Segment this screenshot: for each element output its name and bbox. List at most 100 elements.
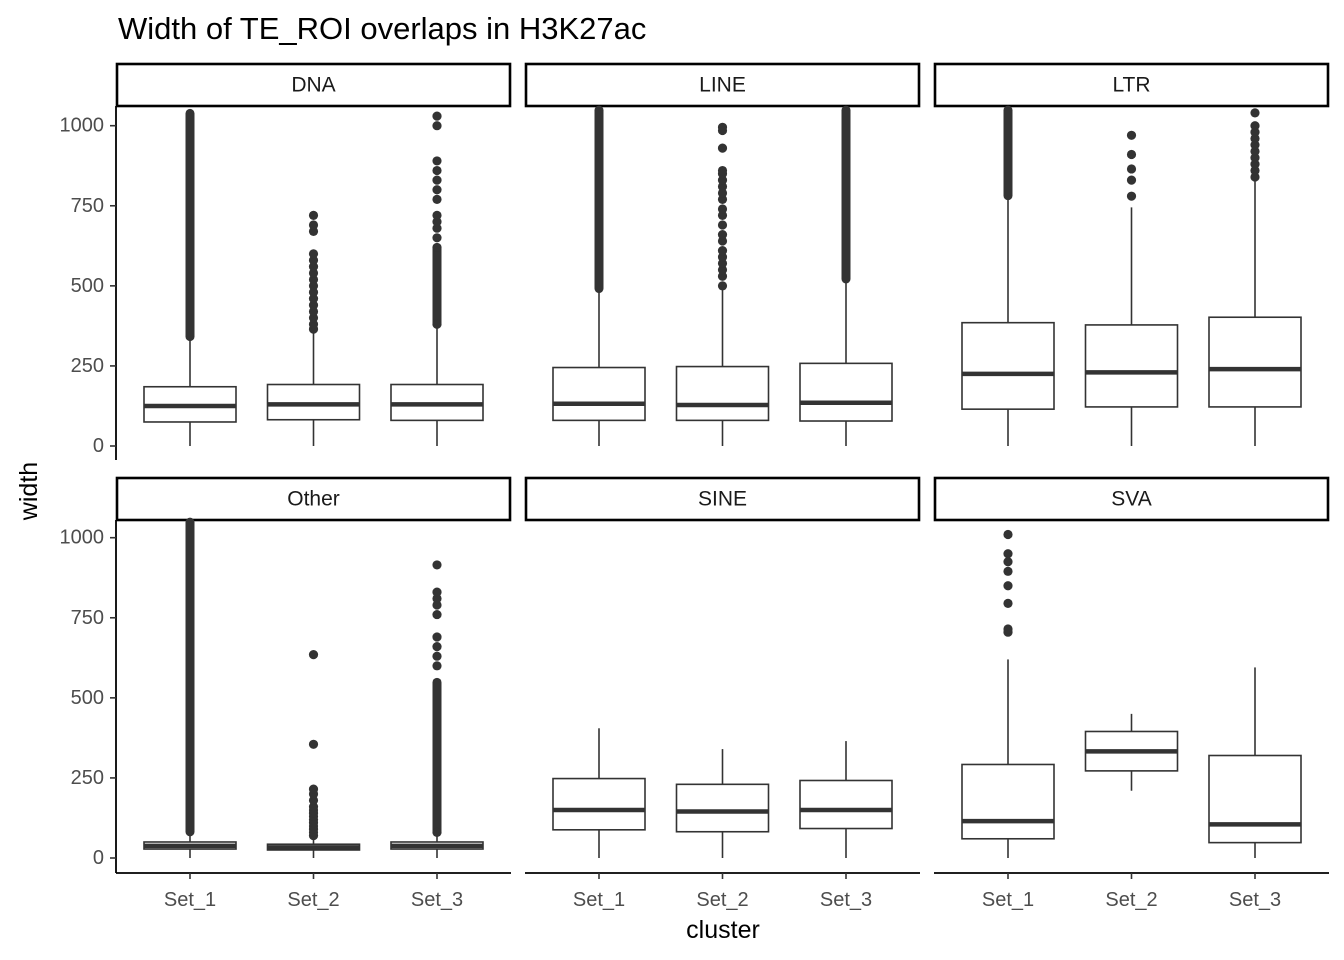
outlier-point-dna-set-2 (308, 210, 319, 220)
outlier-point-dna-set-2 (308, 294, 319, 304)
outlier-point-other-set-2 (308, 795, 319, 805)
box-group-other-set-3 (390, 560, 484, 858)
outlier-point-dna-set-3 (432, 217, 442, 227)
outlier-point-ltr-set-2 (1126, 175, 1137, 185)
facet-sine: SINE Set_1 Set_2 Set_3 (524, 476, 921, 911)
outlier-point-dna-set-2 (308, 249, 319, 259)
y-tick-label: 1000 (60, 527, 105, 549)
box-group-dna-set-1 (143, 108, 237, 446)
outlier-cluster-line-set-3 (841, 105, 851, 284)
outlier-point-other-set-2 (308, 784, 319, 794)
chart-title: Width of TE_ROI overlaps in H3K27ac (118, 11, 646, 46)
outlier-point-other-set-3 (432, 600, 442, 610)
y-tick-label: 0 (93, 847, 104, 869)
box-group-sva-set-3 (1208, 667, 1302, 858)
facet-dna: DNA 0 250 500 750 1000 (60, 62, 512, 460)
facet-strip-other (115, 476, 512, 522)
facet-line: LINE (524, 62, 921, 446)
y-tick-label: 500 (71, 275, 104, 297)
outlier-cluster-other-set-1 (185, 517, 195, 837)
outlier-point-dna-set-2 (308, 226, 319, 236)
outlier-point-dna-set-3 (432, 319, 442, 329)
box-group-sine-set-1 (552, 728, 646, 858)
facet-strip-label-sine: SINE (698, 488, 747, 511)
outlier-point-ltr-set-3 (1250, 159, 1260, 169)
box-group-sva-set-1 (961, 529, 1055, 858)
x-tick-label: Set_2 (1105, 889, 1157, 911)
outlier-point-dna-set-3 (432, 165, 442, 176)
outlier-point-other-set-2 (308, 802, 319, 812)
outlier-point-ltr-set-2 (1126, 149, 1137, 160)
outlier-point-dna-set-2 (308, 262, 319, 272)
facet-strip-line (524, 62, 921, 108)
box-sva-set-3 (1208, 754, 1302, 844)
outlier-point-other-set-3 (432, 587, 442, 597)
box-group-ltr-set-3 (1208, 108, 1302, 446)
outlier-point-line-set-2 (717, 246, 728, 256)
outlier-point-sva-set-1 (1003, 624, 1013, 634)
outlier-point-line-set-2 (717, 122, 728, 132)
box-ltr-set-1 (961, 321, 1055, 410)
outlier-point-line-set-2 (717, 236, 728, 246)
outlier-point-other-set-3 (432, 609, 442, 620)
outlier-cluster-line-set-1 (594, 105, 604, 294)
outlier-point-line-set-2 (717, 281, 728, 291)
outlier-point-ltr-set-3 (1250, 140, 1260, 150)
box-line-set-2 (675, 365, 770, 422)
outlier-point-ltr-set-3 (1250, 153, 1260, 163)
x-tick-label: Set_3 (411, 889, 463, 911)
outlier-point-line-set-2 (717, 175, 728, 185)
y-tick-label: 750 (71, 195, 104, 217)
x-tick-label: Set_1 (982, 889, 1034, 911)
box-line-set-3 (799, 362, 893, 422)
outlier-point-ltr-set-3 (1250, 133, 1260, 144)
facet-strip-sine (524, 476, 921, 522)
outlier-point-dna-set-3 (432, 233, 442, 243)
outlier-point-dna-set-2 (308, 274, 319, 285)
box-sine-set-2 (675, 783, 770, 833)
x-tick-label: Set_3 (820, 889, 872, 911)
box-group-sva-set-2 (1084, 713, 1179, 791)
y-axis-title: width (15, 462, 43, 521)
outlier-point-dna-set-3 (432, 194, 442, 204)
outlier-point-ltr-set-3 (1250, 146, 1260, 156)
x-tick-label: Set_1 (164, 889, 216, 911)
outlier-point-line-set-2 (717, 143, 728, 153)
facet-sva: SVA Set_1 Set_2 Set_3 (933, 476, 1330, 911)
outlier-cluster-ltr-set-1 (1003, 105, 1013, 201)
y-tick-label: 750 (71, 607, 104, 629)
outlier-point-dna-set-3 (432, 156, 442, 166)
facet-grid: DNA 0 250 500 750 1000 LINE LTR Other 0 250 500 750 1… (60, 62, 1330, 911)
box-sine-set-3 (799, 779, 893, 830)
box-ltr-set-2 (1084, 324, 1179, 408)
box-group-other-set-2 (266, 650, 361, 858)
outlier-point-dna-set-2 (308, 287, 319, 297)
outlier-point-sva-set-1 (1003, 549, 1013, 559)
box-group-line-set-2 (675, 122, 770, 446)
outlier-point-dna-set-3 (432, 210, 442, 220)
outlier-cluster-dna-set-1 (185, 108, 195, 342)
outlier-point-line-set-2 (717, 194, 728, 204)
facet-strip-label-line: LINE (699, 74, 746, 97)
outlier-point-dna-set-2 (308, 268, 319, 278)
outlier-point-other-set-3 (432, 642, 442, 652)
outlier-point-dna-set-3 (432, 223, 442, 233)
outlier-point-line-set-2 (717, 230, 728, 240)
outlier-point-line-set-2 (717, 258, 728, 269)
facet-ltr: LTR (933, 62, 1330, 446)
outlier-point-dna-set-3 (432, 175, 442, 185)
outlier-point-line-set-2 (717, 271, 728, 281)
outlier-point-line-set-2 (717, 210, 728, 220)
box-sine-set-1 (552, 777, 646, 831)
outlier-point-dna-set-3 (432, 242, 442, 253)
outlier-point-ltr-set-3 (1250, 172, 1260, 182)
box-group-ltr-set-2 (1084, 130, 1179, 446)
outlier-point-dna-set-3 (432, 121, 442, 131)
box-sva-set-1 (961, 763, 1055, 840)
y-tick-label: 1000 (60, 115, 105, 137)
x-tick-label: Set_3 (1229, 889, 1281, 911)
box-group-sine-set-3 (799, 741, 893, 858)
outlier-point-ltr-set-3 (1250, 127, 1260, 137)
box-group-dna-set-3 (390, 111, 484, 446)
